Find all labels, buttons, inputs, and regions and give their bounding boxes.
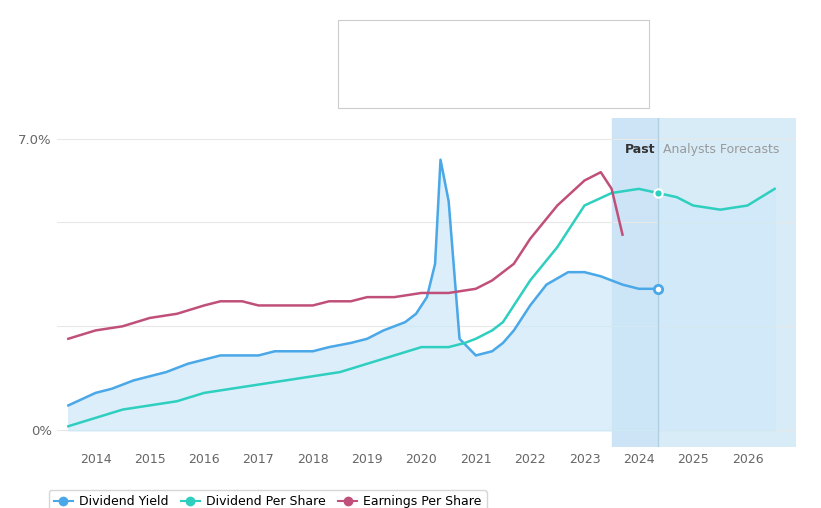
Bar xyxy=(658,118,796,447)
Text: Earnings Per Share: Earnings Per Share xyxy=(350,96,461,109)
Text: Dividend Per Share: Dividend Per Share xyxy=(350,78,462,90)
Text: Past: Past xyxy=(625,143,655,156)
Text: ₹7.200: ₹7.200 xyxy=(527,78,572,90)
Text: /yr: /yr xyxy=(601,78,617,90)
Text: 3.4%: 3.4% xyxy=(527,58,559,72)
Text: Dividend Yield: Dividend Yield xyxy=(350,58,434,72)
Bar xyxy=(612,118,658,447)
Legend: Dividend Yield, Dividend Per Share, Earnings Per Share: Dividend Yield, Dividend Per Share, Earn… xyxy=(49,490,487,508)
Text: /yr: /yr xyxy=(571,58,587,72)
FancyBboxPatch shape xyxy=(338,20,649,108)
Text: May 13 2024: May 13 2024 xyxy=(350,33,439,46)
Text: No data: No data xyxy=(527,96,573,109)
Text: Analysts Forecasts: Analysts Forecasts xyxy=(663,143,780,156)
